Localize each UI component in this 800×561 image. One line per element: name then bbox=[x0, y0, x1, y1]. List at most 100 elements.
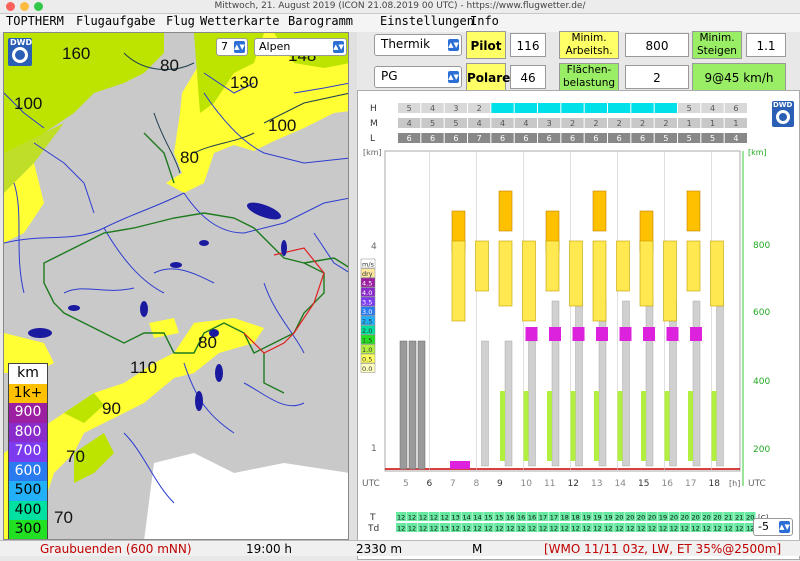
close-icon[interactable] bbox=[6, 2, 15, 11]
ms-scale-label: 3.5 bbox=[362, 299, 372, 307]
legend-600: 600 bbox=[9, 461, 47, 481]
cloud-cell bbox=[421, 118, 444, 128]
cloud-cell-label: 4 bbox=[710, 104, 715, 113]
t-cell-label: 17 bbox=[550, 514, 558, 522]
cloud-column-box bbox=[686, 240, 701, 292]
maximize-icon[interactable] bbox=[34, 2, 43, 11]
cloud-cell bbox=[584, 133, 607, 143]
cloud-cell bbox=[514, 118, 537, 128]
cloud-column-box bbox=[592, 240, 607, 322]
zoom-select[interactable]: 7 ▲▼ bbox=[216, 38, 248, 56]
lift-weak-bar bbox=[617, 391, 623, 461]
region-select[interactable]: Alpen ▲▼ bbox=[254, 38, 347, 56]
pilot-input[interactable]: 116 bbox=[510, 33, 546, 57]
early-column bbox=[408, 340, 417, 470]
td-cell bbox=[603, 523, 614, 532]
polare-input[interactable]: 46 bbox=[510, 65, 546, 89]
mode-select[interactable]: Thermik ▲▼ bbox=[374, 34, 462, 56]
menu-info[interactable]: Info bbox=[470, 14, 499, 28]
ms-scale-swatch bbox=[360, 268, 376, 278]
t-cell-label: 19 bbox=[604, 514, 612, 522]
t-cell bbox=[461, 512, 472, 521]
menu-flug[interactable]: Flug bbox=[166, 14, 195, 28]
chevron-down-icon: ▲▼ bbox=[333, 41, 344, 53]
t-cell-label: 12 bbox=[419, 514, 427, 522]
t-cell-label: 21 bbox=[724, 514, 732, 522]
td-cell-label: 12 bbox=[648, 525, 656, 533]
t-cell-label: 20 bbox=[637, 514, 645, 522]
status-time: 19:00 h bbox=[246, 542, 293, 556]
td-cell bbox=[559, 523, 571, 532]
menu-toptherm[interactable]: TOPTHERM bbox=[6, 14, 64, 28]
min-steigen-input[interactable]: 1.1 bbox=[746, 33, 786, 57]
td-cell bbox=[537, 523, 549, 532]
td-cell-label: 12 bbox=[462, 525, 470, 533]
t-cell-label: 17 bbox=[539, 514, 547, 522]
cloud-cell bbox=[584, 118, 607, 128]
td-cell bbox=[396, 523, 407, 532]
ms-scale-label: dry bbox=[362, 270, 373, 278]
min-steigen-label-line1: Minim. bbox=[699, 32, 735, 44]
td-cell-label: 12 bbox=[713, 525, 721, 533]
hour-tick-label: 15 bbox=[638, 479, 649, 489]
glider-select[interactable]: PG ▲▼ bbox=[374, 66, 462, 88]
t-cell bbox=[548, 512, 560, 521]
offset-select[interactable]: -5 ▲▼ bbox=[753, 518, 793, 536]
t-cell-label: 16 bbox=[517, 514, 525, 522]
cloud-cell bbox=[631, 103, 654, 113]
hour-tick-label: 7 bbox=[450, 479, 456, 489]
cloud-cell bbox=[654, 103, 677, 113]
t-cell-label: 18 bbox=[561, 514, 569, 522]
t-cell-label: 20 bbox=[713, 514, 721, 522]
menu-einstellungen[interactable]: Einstellungen bbox=[380, 14, 474, 28]
cloud-cell bbox=[678, 118, 701, 128]
t-cell bbox=[581, 512, 592, 521]
t-cell-label: 12 bbox=[430, 514, 438, 522]
menu-wetterkarte[interactable]: Wetterkarte bbox=[200, 14, 280, 28]
min-arbeit-input[interactable]: 800 bbox=[625, 33, 689, 57]
minimize-icon[interactable] bbox=[20, 2, 29, 11]
t-cell bbox=[646, 512, 658, 521]
td-cell bbox=[614, 523, 625, 532]
lift-weak-bar bbox=[688, 391, 693, 461]
lift-strong-bar bbox=[666, 327, 679, 341]
status-info: [WMO 11/11 03z, LW, ET 35%@2500m] bbox=[544, 542, 782, 556]
t-cell bbox=[679, 512, 691, 521]
cloud-cell-label: 6 bbox=[570, 134, 575, 143]
hour-tick-label: 18 bbox=[709, 479, 721, 489]
cloud-cell bbox=[654, 118, 677, 128]
cloud-cell bbox=[421, 103, 444, 113]
cloud-cell-label: 5 bbox=[453, 119, 458, 128]
menu-flugaufgabe[interactable]: Flugaufgabe bbox=[76, 14, 156, 28]
min-arbeit-label: Minim. Arbeitsh. bbox=[559, 31, 619, 59]
td-cell bbox=[526, 523, 538, 532]
t-row-label: T bbox=[369, 513, 376, 523]
cloud-cell-label: 3 bbox=[453, 104, 458, 113]
td-cell bbox=[668, 523, 680, 532]
flaechen-input[interactable]: 2 bbox=[625, 65, 689, 89]
cloud-column-box bbox=[522, 240, 536, 322]
map-view[interactable]: 160 80 100 130 100 80 80 110 90 70 70 14… bbox=[3, 32, 349, 540]
t-cell-label: 20 bbox=[746, 514, 754, 522]
td-cell-label: 12 bbox=[659, 525, 667, 533]
t-cell-label: 18 bbox=[572, 514, 580, 522]
thermal-column bbox=[692, 300, 701, 467]
map-label-80a: 80 bbox=[160, 56, 179, 75]
td-cell-label: 12 bbox=[419, 525, 427, 533]
td-cell-label: 12 bbox=[746, 525, 754, 533]
td-cell-label: 12 bbox=[626, 525, 634, 533]
dwd-logo-icon: DWD bbox=[772, 101, 794, 127]
td-cell-label: 12 bbox=[397, 525, 405, 533]
hour-tick-label: 16 bbox=[662, 479, 674, 489]
t-cell-label: 14 bbox=[462, 514, 470, 522]
splitter-handle[interactable] bbox=[349, 32, 357, 540]
menu-barogramm[interactable]: Barogramm bbox=[288, 14, 354, 28]
td-cell-label: 12 bbox=[681, 525, 689, 533]
plot-frame bbox=[384, 150, 741, 472]
legend-800: 800 bbox=[9, 422, 47, 442]
chevron-down-icon: ▲▼ bbox=[779, 521, 790, 533]
t-cell bbox=[494, 512, 505, 521]
zoom-value: 7 bbox=[221, 40, 228, 53]
hour-tick-label: 11 bbox=[544, 479, 555, 489]
